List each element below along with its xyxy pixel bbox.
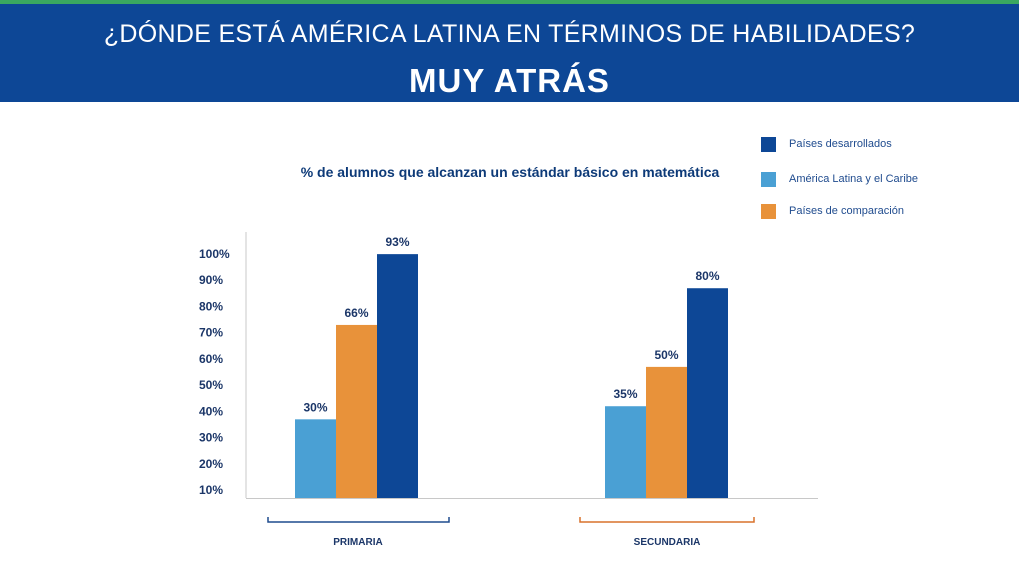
legend-swatch-comparacion <box>761 204 776 219</box>
bar-secundaria-comparacion <box>646 366 687 498</box>
data-label-secundaria-desarrollados: 80% <box>695 269 719 283</box>
bar-primaria-desarrollados <box>377 254 418 498</box>
y-tick-label: 50% <box>199 378 223 392</box>
bar-primaria-comparacion <box>336 324 377 498</box>
data-label-primaria-comparacion: 66% <box>344 306 368 320</box>
bars-group <box>295 254 728 498</box>
legend-item-desarrollados: Países desarrollados <box>761 137 1001 157</box>
bar-labels-group: 30% 66% 93% 35% 50% 80% <box>303 235 719 414</box>
bar-primaria-america-latina <box>295 419 336 498</box>
y-tick-label: 100% <box>199 247 230 261</box>
legend-label-america-latina: América Latina y el Caribe <box>789 173 919 185</box>
header-question: ¿DÓNDE ESTÁ AMÉRICA LATINA EN TÉRMINOS D… <box>103 20 916 48</box>
legend-item-comparacion: Países de comparación <box>761 204 1001 224</box>
bar-secundaria-desarrollados <box>687 288 728 498</box>
y-tick-label: 90% <box>199 273 223 287</box>
chart-title: % de alumnos que alcanzan un estándar bá… <box>300 164 720 180</box>
header-banner: ¿DÓNDE ESTÁ AMÉRICA LATINA EN TÉRMINOS D… <box>0 4 1019 102</box>
legend-swatch-america-latina <box>761 172 776 187</box>
data-label-secundaria-america-latina: 35% <box>613 387 637 401</box>
data-label-primaria-america-latina: 30% <box>303 400 327 414</box>
category-label-secundaria: SECUNDARIA <box>634 537 701 548</box>
primaria-bracket <box>267 517 450 523</box>
y-tick-label: 70% <box>199 326 223 340</box>
bar-secundaria-america-latina <box>605 406 646 498</box>
y-tick-label: 30% <box>199 431 223 445</box>
y-axis-ticks: 100% 90% 80% 70% 60% 50% 40% 30% 20% 10% <box>199 247 230 497</box>
y-tick-label: 10% <box>199 483 223 497</box>
category-label-primaria: PRIMARIA <box>333 537 382 548</box>
y-tick-label: 60% <box>199 352 223 366</box>
header-headline: MUY ATRÁS <box>409 62 610 99</box>
secundaria-bracket <box>579 517 755 523</box>
legend-label-comparacion: Países de comparación <box>789 205 904 217</box>
data-label-secundaria-comparacion: 50% <box>654 348 678 362</box>
y-tick-label: 40% <box>199 404 223 418</box>
data-label-primaria-desarrollados: 93% <box>385 235 409 249</box>
top-accent-line <box>0 0 1019 4</box>
legend-label-desarrollados: Países desarrollados <box>789 138 892 150</box>
y-tick-label: 80% <box>199 299 223 313</box>
y-tick-label: 20% <box>199 457 223 471</box>
legend-swatch-desarrollados <box>761 137 776 152</box>
legend-item-america-latina: América Latina y el Caribe <box>761 172 1001 192</box>
